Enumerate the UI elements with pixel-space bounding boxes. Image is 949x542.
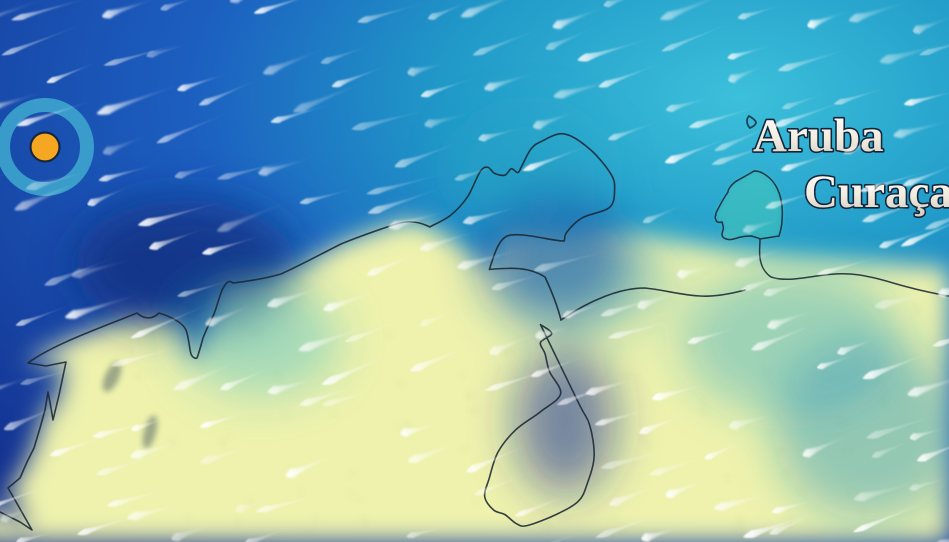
- svg-text:Curaçao: Curaçao: [804, 166, 949, 218]
- svg-text:Aruba: Aruba: [753, 110, 884, 162]
